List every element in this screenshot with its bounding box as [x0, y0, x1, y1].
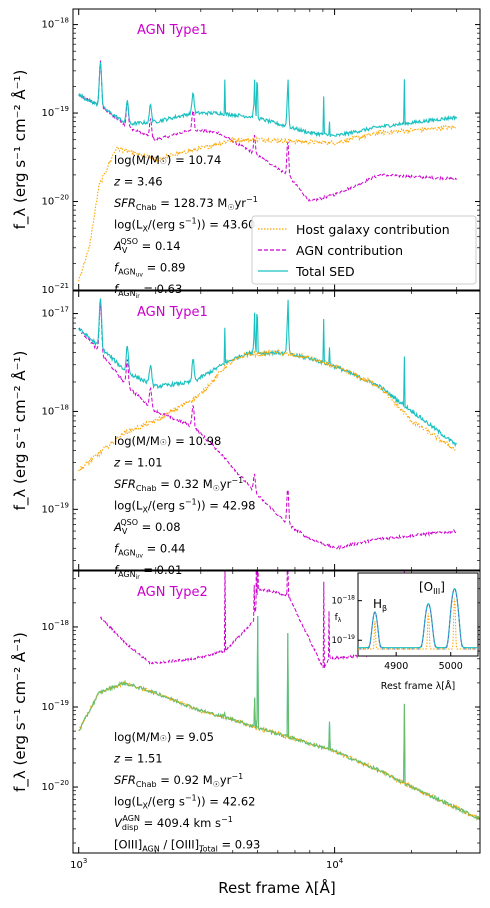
inset-agn-line: [358, 588, 478, 650]
y-tick-label: 10−18: [41, 403, 69, 417]
param-sfr: SFRChab = 0.92 M☉yr−1: [114, 772, 243, 789]
y-axis-label: f_λ (erg s⁻¹ cm⁻² Å⁻¹): [10, 70, 30, 230]
inset-y-tick-label: 10−18: [332, 595, 356, 607]
axes-frame: [72, 570, 481, 854]
param-av: AVQSO = 0.14: [113, 237, 181, 255]
spectra: [78, 571, 480, 821]
param-annotations: log(M/M☉) = 10.74 z = 3.46 SFRChab = 128.7…: [113, 153, 258, 300]
param-logm: log(M/M☉) = 10.74: [114, 153, 221, 167]
inset-spectra: [358, 587, 478, 650]
total-series-line: [78, 298, 458, 448]
axes-frame: [72, 8, 481, 291]
agn-series-line: [78, 60, 458, 202]
agn-series-line: [78, 304, 458, 551]
inset-hbeta-label: Hβ: [373, 597, 387, 613]
y-tick-label: 10−19: [41, 501, 69, 515]
legend-label-total: Total SED: [295, 264, 355, 279]
y-tick-label: 10−17: [41, 306, 69, 320]
y-tick-label: 10−19: [41, 699, 69, 713]
param-fuv: fAGNuv = 0.89: [114, 261, 186, 279]
panel-3: 10−20 10−19 10−18 AGN Type2 f_λ (erg s⁻¹ cm⁻…: [10, 570, 481, 854]
param-annotations: log(M/M☉) = 10.98 z = 1.01 SFRChab = 0.32 …: [113, 434, 256, 581]
param-z: z = 1.51: [113, 752, 163, 766]
total-series-line: [78, 61, 458, 138]
legend-label-agn: AGN contribution: [296, 243, 403, 258]
panel-title: AGN Type1: [137, 23, 208, 38]
spectra: [78, 60, 458, 282]
panel-2: 10−19 10−18 10−17 AGN Type1 f_λ (erg s⁻¹ cm⁻…: [10, 290, 481, 581]
panel-title: AGN Type1: [137, 305, 208, 320]
param-fir: fAGNir = 0.63: [114, 282, 182, 300]
inset-frame: [357, 572, 479, 657]
host-series-line: [78, 123, 457, 282]
param-z: z = 1.01: [113, 456, 163, 470]
x-axis-label: Rest frame λ[Å]: [218, 878, 336, 897]
inset-y-tick-label: 10−19: [332, 634, 356, 646]
param-fir: fAGNir = 0.01: [114, 563, 182, 581]
inset-oiii-label: [OIII]: [419, 580, 445, 596]
y-tick-label: 10−20: [41, 194, 69, 208]
param-logl: log(LX/(erg s−1)) = 43.60: [114, 217, 256, 234]
y-tick-label: 10−18: [41, 619, 69, 633]
y-tick-label: 10−19: [41, 105, 69, 119]
param-logl: log(LX/(erg s−1)) = 42.62: [114, 794, 256, 811]
axes-frame: [72, 290, 481, 571]
spectra: [78, 298, 458, 551]
inset-y-label: fλ: [335, 613, 342, 624]
agn-series-line: [99, 571, 405, 669]
x-axis: 103 104 Rest frame λ[Å]: [70, 857, 344, 897]
y-tick-label: 10−18: [41, 17, 69, 31]
host-series-line: [78, 349, 458, 473]
panel-title: AGN Type2: [137, 585, 208, 600]
y-tick-label: 10−20: [41, 779, 69, 793]
panel-1: 10−21 10−20 10−19 10−18 AGN Type1 f_λ (erg s⁻…: [10, 8, 481, 300]
param-sfr: SFRChab = 0.32 M☉yr−1: [114, 476, 243, 493]
param-annotations: log(M/M☉) = 9.05 z = 1.51 SFRChab = 0.92 M…: [113, 730, 260, 854]
param-oiii: [OIII]AGN / [OIII]Total = 0.93: [114, 838, 260, 854]
y-axis-label: f_λ (erg s⁻¹ cm⁻² Å⁻¹): [10, 351, 30, 511]
param-z: z = 3.46: [113, 175, 163, 189]
y-tick-label: 10−21: [41, 282, 69, 296]
param-av: AVQSO = 0.08: [113, 518, 181, 536]
inset-x-label: Rest frame λ[Å]: [381, 680, 455, 692]
param-fuv: fAGNuv = 0.44: [114, 542, 186, 560]
inset-zoom: 4900 5000 10−19 10−18 Hβ [OIII] fλ Rest frame λ…: [332, 572, 479, 692]
inset-x-tick-label: 4900: [384, 661, 408, 672]
param-sfr: SFRChab = 128.73 M☉yr−1: [114, 195, 258, 212]
param-logm: log(M/M☉) = 9.05: [114, 730, 214, 744]
inset-host-line: [358, 598, 478, 650]
param-logl: log(LX/(erg s−1)) = 42.98: [114, 498, 256, 515]
legend-label-host: Host galaxy contribution: [296, 222, 450, 237]
param-vdisp: VdispAGN = 409.4 km s−1: [114, 814, 233, 832]
inset-x-tick-label: 5000: [439, 661, 463, 672]
x-tick-label: 104: [326, 857, 344, 871]
legend-box: [251, 215, 477, 285]
x-tick-label: 103: [70, 857, 87, 871]
param-logm: log(M/M☉) = 10.98: [114, 434, 221, 448]
overlap-series-line: [78, 615, 480, 821]
y-axis-label: f_λ (erg s⁻¹ cm⁻² Å⁻¹): [10, 632, 30, 792]
legend: Host galaxy contribution AGN contribution…: [251, 215, 477, 285]
